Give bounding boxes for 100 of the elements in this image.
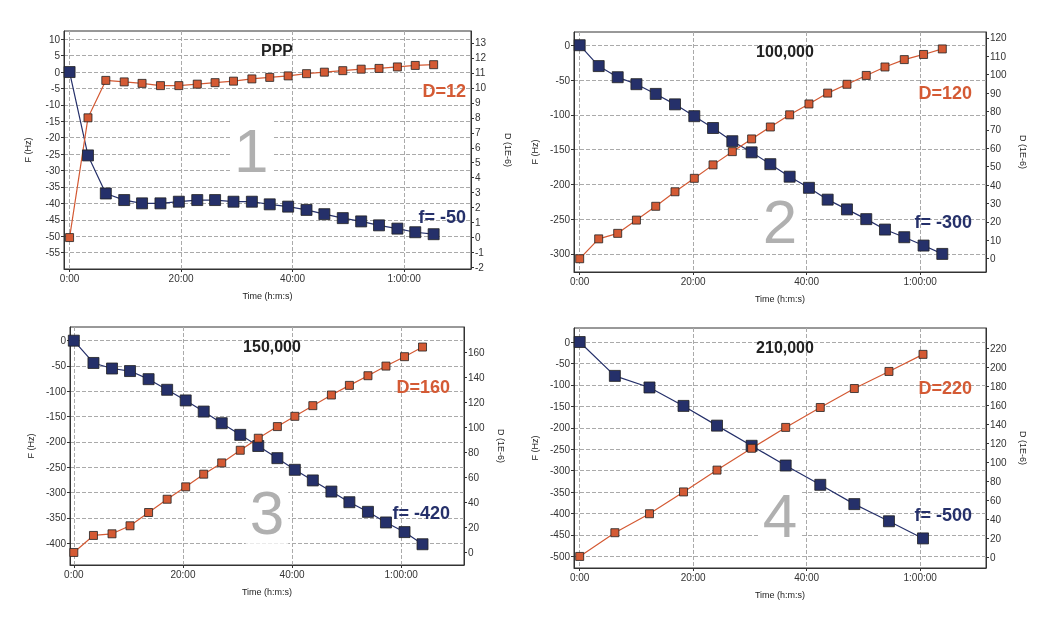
y-tick-label: 0 <box>54 66 61 78</box>
y2-tick-label: 10 <box>990 234 1002 246</box>
y2-tick-label: -2 <box>475 262 485 273</box>
y-tick-label: -350 <box>45 512 67 524</box>
y-tick-label: 0 <box>564 39 571 51</box>
y-tick-label: -500 <box>549 550 571 562</box>
text: 210,000 <box>756 338 815 356</box>
y-axis-title: F (Hz) <box>529 435 540 461</box>
y-tick-label: -250 <box>549 443 571 455</box>
y2-tick-label: 140 <box>990 419 1008 431</box>
x-tick-label: 0:00 <box>64 568 84 580</box>
y-tick-label: -450 <box>549 529 571 541</box>
y2-tick-label: 6 <box>475 142 481 154</box>
y-tick-label: -400 <box>549 508 571 520</box>
y2-tick-label: 90 <box>990 87 1002 99</box>
x-tick-label: 40:00 <box>280 272 306 284</box>
y2-tick-label: 11 <box>475 67 486 79</box>
y-tick-label: -250 <box>549 213 571 225</box>
text: 150,000 <box>243 337 302 355</box>
y2-tick-label: 40 <box>990 513 1002 525</box>
y2-tick-label: 4 <box>475 172 481 184</box>
y2-tick-label: 10 <box>475 82 487 94</box>
y-tick-label: -50 <box>555 357 571 369</box>
y2-tick-label: 0 <box>475 232 481 244</box>
y2-tick-label: 100 <box>468 421 486 433</box>
y2-tick-label: 220 <box>990 343 1008 355</box>
y2-tick-label: 12 <box>475 52 487 64</box>
y2-tick-label: 0 <box>990 253 996 265</box>
y-tick-label: 0 <box>60 335 67 347</box>
y-tick-label: -45 <box>45 214 61 226</box>
y-tick-label: -250 <box>45 461 67 473</box>
y-tick-label: -200 <box>549 178 571 190</box>
y2-axis-title: D (1E-6) <box>1017 134 1028 170</box>
y-tick-label: -35 <box>45 181 61 193</box>
y-tick-label: -100 <box>45 385 67 397</box>
annotation: f= -300 <box>914 211 972 232</box>
y2-tick-label: 13 <box>475 37 487 49</box>
y2-tick-label: 160 <box>990 400 1008 412</box>
y2-tick-label: 60 <box>990 142 1002 154</box>
y-tick-label: -150 <box>549 400 571 412</box>
text: 100,000 <box>756 42 815 60</box>
annotation: f= -500 <box>914 505 972 526</box>
y2-tick-label: 20 <box>468 521 480 533</box>
x-axis-title: Time (h:m:s) <box>754 589 806 600</box>
y2-tick-label: 100 <box>990 69 1008 81</box>
y-tick-label: -400 <box>45 537 67 549</box>
y2-tick-label: 160 <box>468 346 486 358</box>
y-tick-label: -350 <box>549 486 571 498</box>
x-tick-label: 1:00:00 <box>903 275 938 287</box>
y-tick-label: -55 <box>45 247 61 259</box>
annotation: D=120 <box>918 82 972 103</box>
y2-tick-label: 60 <box>468 471 480 483</box>
x-tick-label: 40:00 <box>279 568 306 580</box>
x-tick-label: 0:00 <box>569 571 590 583</box>
y2-tick-label: 60 <box>990 494 1002 506</box>
x-tick-label: 40:00 <box>794 571 820 583</box>
y-tick-label: -100 <box>549 379 571 391</box>
y2-tick-label: 0 <box>990 551 996 563</box>
x-tick-label: 40:00 <box>794 275 820 287</box>
y-axis-title: F (Hz) <box>529 139 540 165</box>
y2-tick-label: 120 <box>990 438 1008 450</box>
y-tick-label: -300 <box>549 248 571 260</box>
y-tick-label: -40 <box>45 197 61 209</box>
y-tick-label: -300 <box>549 465 571 477</box>
x-tick-label: 20:00 <box>168 272 195 284</box>
annotation: f= -420 <box>392 502 450 523</box>
annotation: 3 <box>249 478 285 548</box>
y2-tick-label: 2 <box>475 202 481 214</box>
annotation: f= -50 <box>418 206 466 227</box>
y-tick-label: -200 <box>549 422 571 434</box>
y2-tick-label: 8 <box>475 112 481 124</box>
y2-tick-label: 9 <box>475 97 481 109</box>
y2-tick-label: 80 <box>990 106 1002 118</box>
y2-tick-label: 20 <box>990 532 1002 544</box>
x-axis-title: Time (h:m:s) <box>242 290 293 301</box>
y2-tick-label: 5 <box>475 157 481 169</box>
y2-tick-label: 110 <box>990 50 1007 62</box>
y-tick-label: -25 <box>45 148 61 160</box>
annotation: D=12 <box>422 80 466 101</box>
y2-tick-label: 80 <box>468 446 480 458</box>
y-axis-title: F (Hz) <box>25 433 36 459</box>
y2-tick-label: 40 <box>468 496 480 508</box>
x-tick-label: 20:00 <box>680 275 707 287</box>
y-tick-label: -200 <box>45 436 67 448</box>
y-tick-label: -10 <box>45 99 61 111</box>
y-tick-label: -30 <box>45 165 61 177</box>
y-tick-label: 10 <box>48 33 61 45</box>
x-tick-label: 1:00:00 <box>384 568 419 580</box>
y2-tick-label: 200 <box>990 362 1008 374</box>
y-tick-label: -15 <box>45 115 61 127</box>
y2-tick-label: 0 <box>468 546 474 558</box>
y-tick-label: -5 <box>51 82 61 94</box>
annotation: 4 <box>762 480 798 550</box>
y2-tick-label: 30 <box>990 198 1002 210</box>
y-tick-label: -150 <box>549 144 571 156</box>
y2-tick-label: 140 <box>468 371 486 383</box>
x-axis-title: Time (h:m:s) <box>754 293 806 304</box>
y2-tick-label: 70 <box>990 124 1002 136</box>
y-tick-label: -20 <box>45 132 61 144</box>
y2-tick-label: 100 <box>990 457 1008 469</box>
